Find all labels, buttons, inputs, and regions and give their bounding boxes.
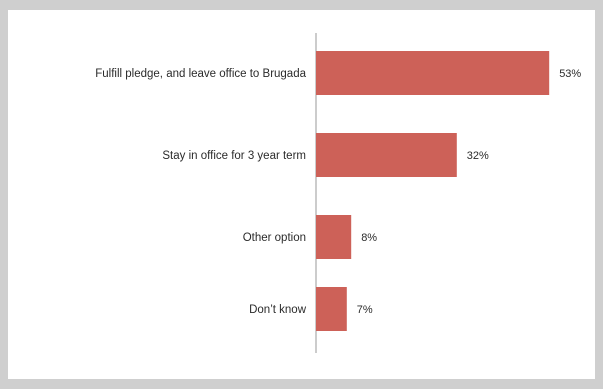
bar-3 — [316, 287, 347, 331]
category-label-1: Stay in office for 3 year term — [162, 150, 306, 162]
bar-chart: Fulfill pledge, and leave office to Brug… — [95, 33, 581, 353]
category-label-0: Fulfill pledge, and leave office to Brug… — [95, 68, 306, 80]
bar-1 — [316, 133, 457, 177]
bar-2 — [316, 215, 352, 259]
value-label-1: 32% — [467, 150, 489, 162]
value-label-2: 8% — [361, 232, 377, 244]
bar-0 — [316, 51, 550, 95]
value-label-3: 7% — [357, 304, 373, 316]
category-label-3: Don’t know — [249, 304, 307, 316]
value-label-0: 53% — [559, 68, 581, 80]
category-label-2: Other option — [243, 232, 306, 244]
chart-panel: Fulfill pledge, and leave office to Brug… — [8, 10, 595, 379]
